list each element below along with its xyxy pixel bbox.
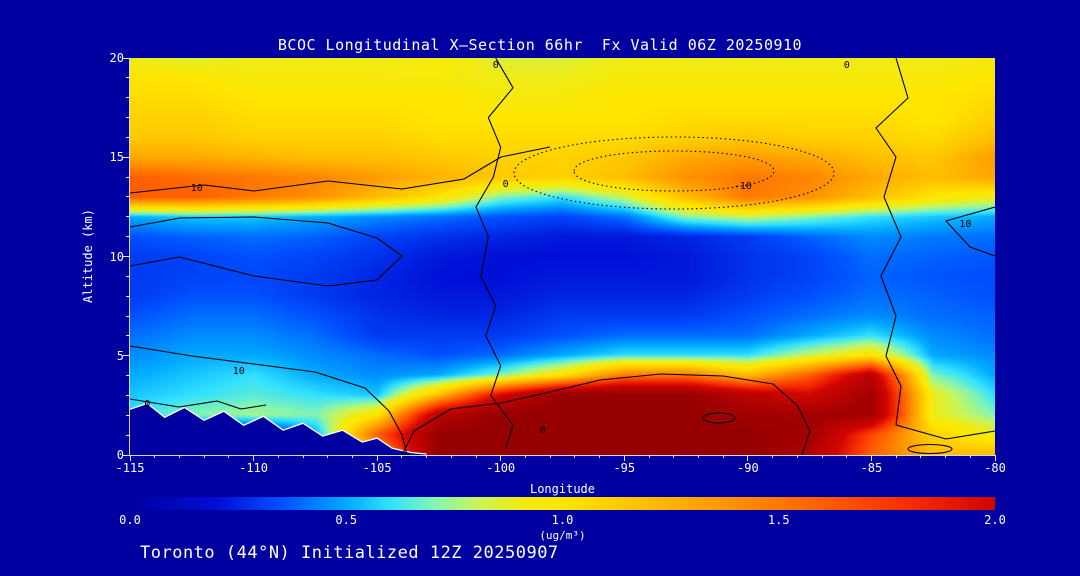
x-tick (574, 455, 576, 458)
x-tick-label: -90 (737, 461, 759, 475)
y-tick (126, 335, 130, 337)
x-tick (945, 455, 947, 458)
y-tick (126, 97, 130, 99)
x-tick (203, 455, 205, 458)
y-tick (123, 57, 130, 59)
x-tick (673, 455, 675, 458)
x-tick-label: -95 (613, 461, 636, 475)
colorbar-tick-label: 0.0 (119, 513, 141, 527)
x-tick (228, 455, 230, 458)
plot-area: 10 0 -10 10 0 0 10 0 0 (130, 58, 995, 455)
y-tick (123, 256, 130, 257)
y-tick (126, 236, 130, 238)
contour-label: -10 (733, 181, 752, 193)
x-tick (772, 455, 774, 458)
x-tick (623, 455, 625, 461)
x-axis-line (130, 455, 995, 456)
y-tick-label: 15 (109, 150, 124, 165)
x-tick (722, 455, 724, 458)
x-tick (895, 455, 897, 458)
colorbar (130, 497, 995, 510)
x-tick (178, 455, 180, 458)
y-tick (126, 176, 130, 178)
y-tick (126, 136, 130, 138)
x-tick (524, 455, 526, 458)
x-tick (376, 455, 378, 461)
contour-label: 10 (190, 183, 203, 194)
concentration-field-canvas (130, 58, 995, 455)
y-tick (126, 434, 130, 436)
y-tick (126, 295, 130, 297)
run-info-caption: Toronto (44°N) Initialized 12Z 20250907 (140, 543, 559, 563)
y-tick (126, 414, 130, 416)
y-tick-label: 0 (116, 448, 124, 462)
x-tick (969, 455, 971, 458)
x-tick-label: -100 (486, 461, 516, 475)
x-tick (920, 455, 922, 458)
x-tick (796, 455, 798, 458)
y-tick (126, 77, 130, 79)
x-tick (500, 455, 502, 461)
contour-label: 0 (843, 59, 850, 71)
y-tick (123, 355, 130, 357)
y-tick (126, 117, 130, 119)
y-tick (126, 375, 130, 377)
y-tick (126, 394, 130, 396)
colorbar-tick-label: 2.0 (984, 513, 1006, 527)
y-tick-label: 5 (116, 348, 124, 363)
x-tick (426, 455, 428, 458)
contour-label: 10 (232, 365, 245, 377)
colorbar-tick-label: 1.0 (551, 513, 574, 527)
x-tick (277, 455, 279, 458)
x-tick (327, 455, 329, 458)
x-tick (475, 455, 477, 458)
y-tick-label: 20 (109, 51, 124, 65)
x-tick (747, 455, 749, 461)
x-tick (599, 455, 601, 458)
y-axis-label: Altitude (km) (81, 209, 95, 303)
contour-label: 10 (959, 218, 972, 230)
x-axis-label: Longitude (529, 482, 596, 496)
x-tick (302, 455, 304, 458)
y-tick (126, 216, 130, 218)
y-tick (126, 315, 130, 317)
contour-label: 0 (502, 179, 509, 191)
x-tick-label: -85 (860, 461, 883, 475)
y-tick-label: 10 (109, 249, 124, 264)
contour-label: 0 (144, 399, 151, 411)
y-tick (123, 156, 130, 158)
x-tick-label: -115 (115, 461, 145, 475)
x-tick (154, 455, 156, 458)
x-tick (994, 455, 996, 461)
x-tick (821, 455, 823, 458)
colorbar-unit-label: (ug/m³) (539, 529, 586, 542)
colorbar-tick-label: 0.5 (335, 513, 358, 527)
x-tick (648, 455, 650, 458)
x-tick (401, 455, 403, 458)
y-tick (123, 454, 130, 456)
x-tick-label: -105 (362, 461, 392, 475)
x-tick (253, 455, 255, 461)
x-tick (549, 455, 551, 458)
y-tick (126, 275, 130, 277)
x-tick (450, 455, 452, 458)
x-tick (129, 455, 131, 461)
x-tick (846, 455, 848, 458)
y-tick (126, 196, 130, 198)
x-tick (870, 455, 872, 461)
contour-label: 0 (539, 425, 546, 437)
x-tick (351, 455, 353, 458)
x-tick (697, 455, 699, 458)
x-tick-label: -80 (984, 461, 1006, 475)
colorbar-tick-label: 1.5 (767, 513, 790, 527)
x-tick-label: -110 (239, 461, 269, 475)
chart-title: BCOC Longitudinal X—Section 66hr Fx Vali… (277, 36, 803, 54)
contour-label: 0 (492, 59, 499, 71)
